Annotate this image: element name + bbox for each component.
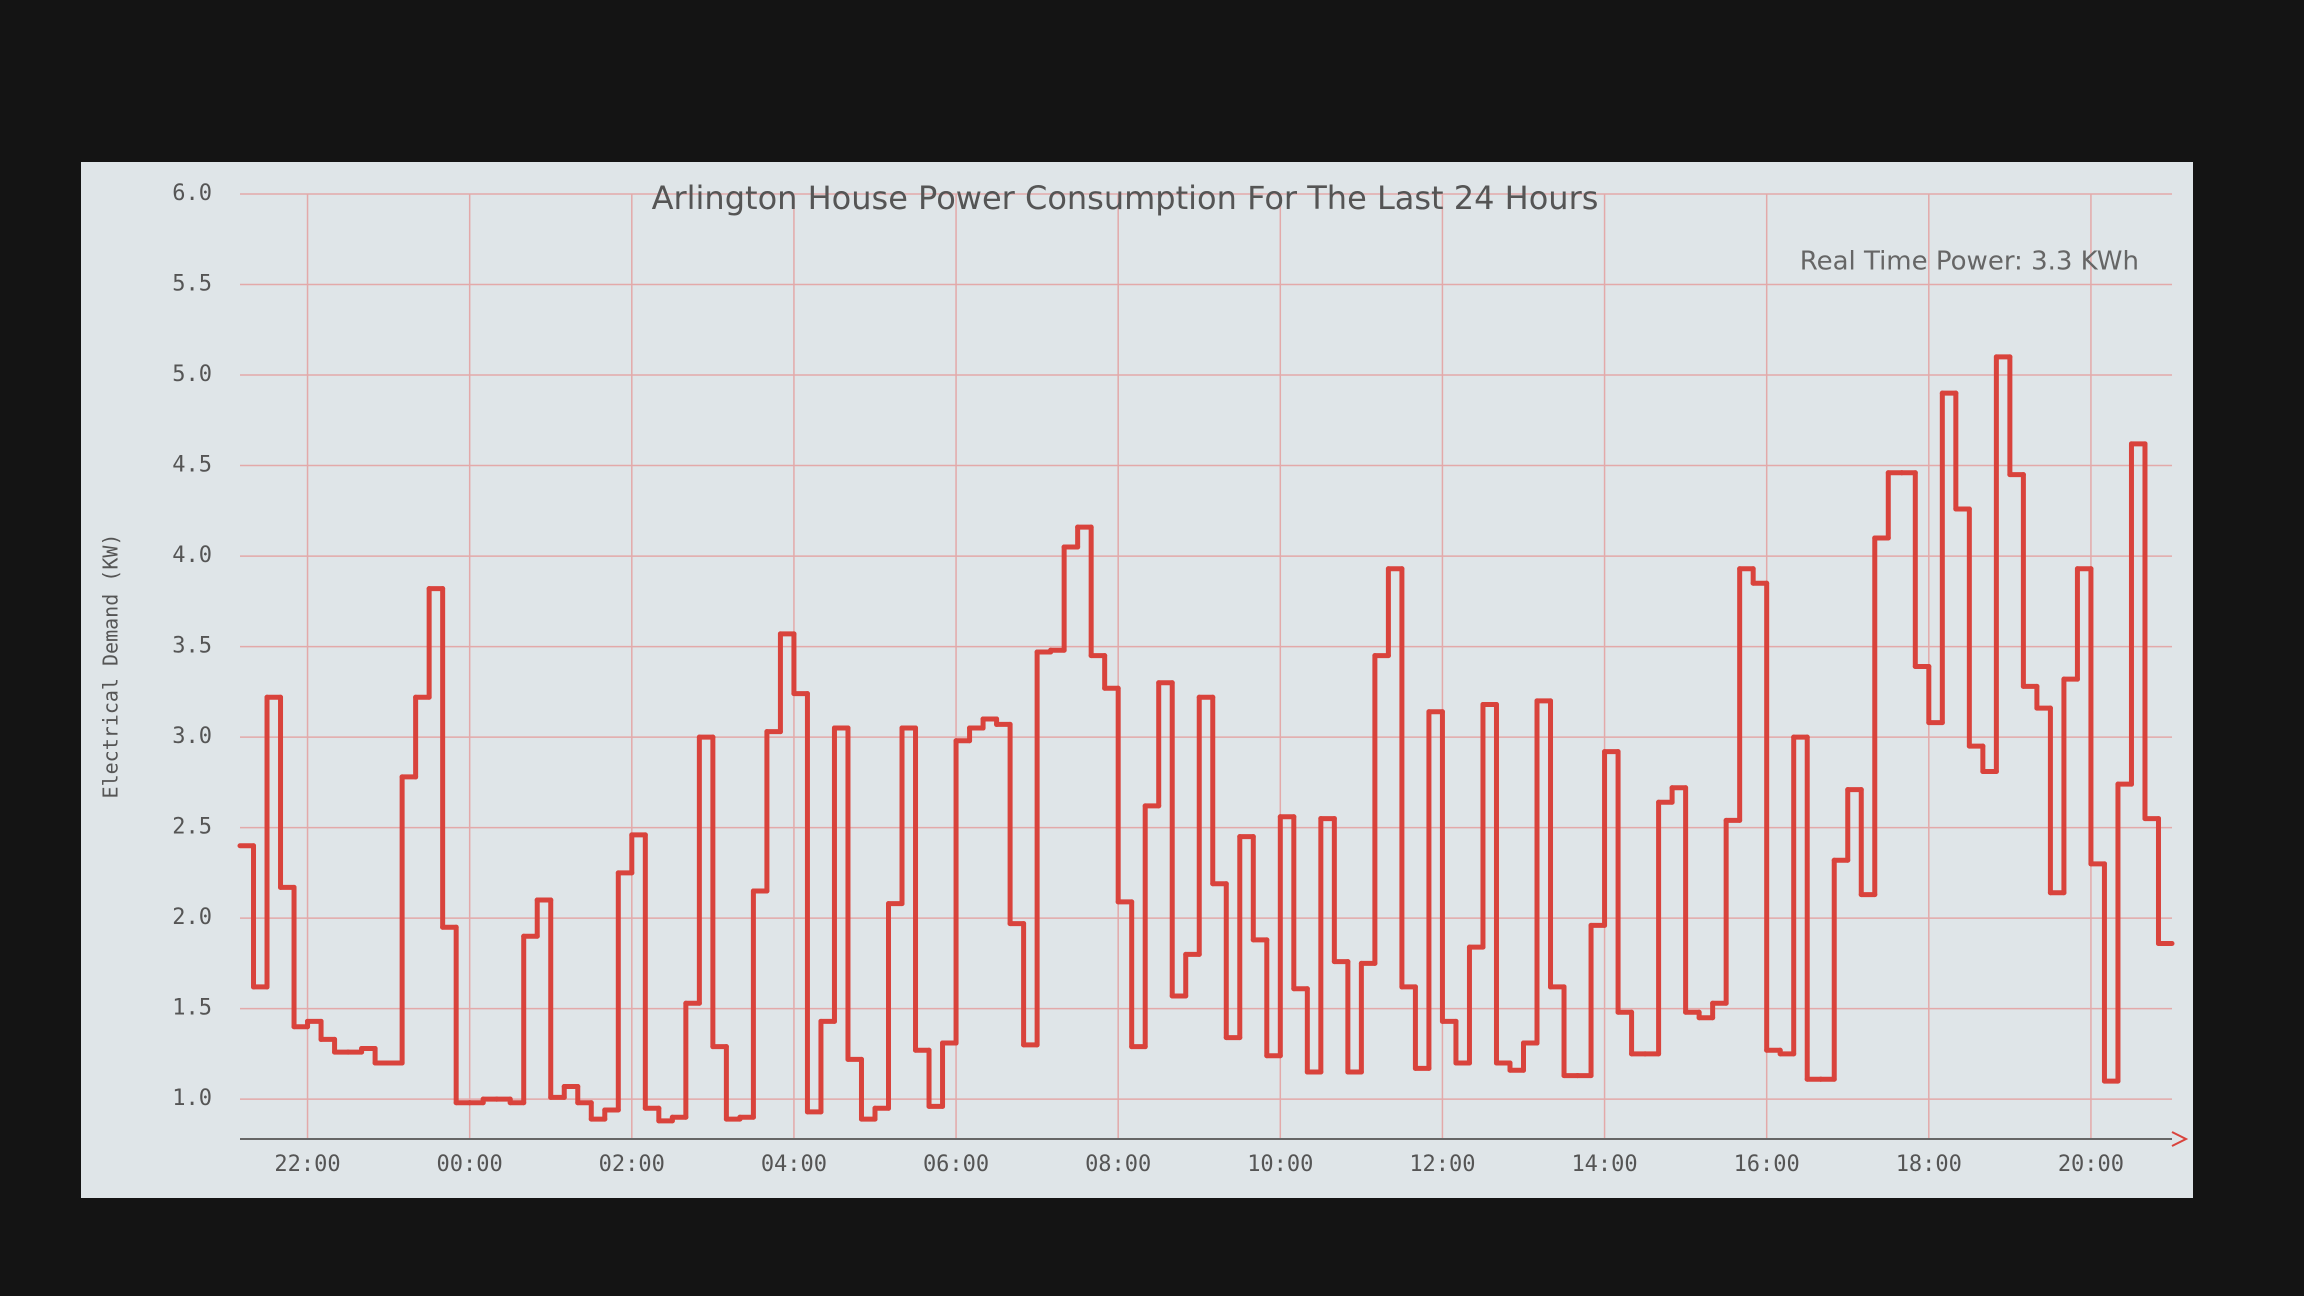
y-tick-label: 3.0 [172,724,212,749]
x-tick-label: 18:00 [1896,1152,1962,1177]
x-tick-label: 04:00 [761,1152,827,1177]
y-tick-label: 2.5 [172,815,212,840]
y-tick-label: 1.5 [172,996,212,1021]
x-tick-label: 22:00 [274,1152,340,1177]
annotation: Real Time Power: 3.3 KWh [1800,247,2139,277]
x-tick-label: 06:00 [923,1152,989,1177]
step-risers [251,354,2161,1124]
grid-layer: 1.0 1.5 2.0 2.5 3.0 3.5 4.0 4.5 5.0 5.5 6.0 22:00 00… [172,181,2189,1177]
y-tick-label: 3.5 [172,634,212,659]
x-tick-label: 16:00 [1734,1152,1800,1177]
y-tick-label: 4.5 [172,453,212,478]
x-tick-label: 12:00 [1409,1152,1475,1177]
chart-title: Arlington House Power Consumption For Th… [652,179,1599,217]
x-axis-arrow [2171,1131,2189,1147]
x-tick-label: 10:00 [1247,1152,1313,1177]
screen-panel [81,162,2193,1198]
y-tick-label: 6.0 [172,181,212,206]
mark-layer [237,354,2175,1124]
x-tick-label: 08:00 [1085,1152,1151,1177]
y-tick-label: 2.0 [172,905,212,930]
y-tick-label: 5.5 [172,272,212,297]
x-tick-label: 02:00 [599,1152,665,1177]
x-tick-label: 14:00 [1571,1152,1637,1177]
y-tick-label: 1.0 [172,1086,212,1111]
x-tick-label: 00:00 [437,1152,503,1177]
x-tick-label: 20:00 [2058,1152,2124,1177]
y-axis-label: Electrical Demand (KW) [99,534,123,799]
y-tick-label: 5.0 [172,362,212,387]
y-tick-label: 4.0 [172,543,212,568]
